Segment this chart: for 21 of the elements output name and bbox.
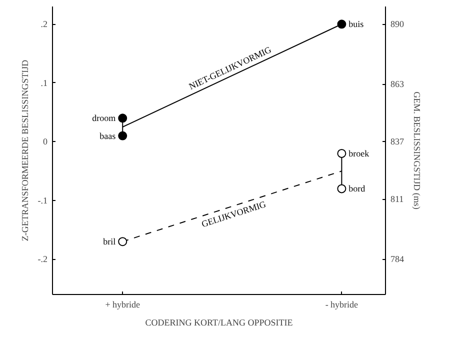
y2-tick-label: 811 xyxy=(390,194,404,204)
y-tick-label: -.1 xyxy=(38,195,48,206)
x-tick-label: + hybride xyxy=(105,300,140,310)
y2-tick-label: 890 xyxy=(390,19,404,30)
y2-tick-label: 784 xyxy=(390,254,404,264)
annotation: bord xyxy=(348,184,366,194)
annotation: buis xyxy=(348,19,364,30)
annotation: bril xyxy=(103,236,116,247)
y-axis-title: Z-GETRANSFORMEERDE BESLISSINGSTIJD xyxy=(20,59,30,242)
y-tick-label: 0 xyxy=(43,136,48,147)
annotation: broek xyxy=(348,148,370,158)
y2-tick-label: 863 xyxy=(390,79,404,90)
annotation: droom xyxy=(92,113,116,124)
y-tick-label: -.2 xyxy=(38,254,48,264)
y-tick-label: .1 xyxy=(40,78,48,88)
x-tick-label: - hybride xyxy=(325,300,358,310)
x-axis-title: CODERING KORT/LANG OPPOSITIE xyxy=(145,318,294,328)
y2-axis-title: GEM. BESLISSINGSTIJD (ms) xyxy=(412,92,422,210)
y2-tick-label: 837 xyxy=(390,136,404,147)
y-tick-label: .2 xyxy=(40,19,48,30)
annotation: baas xyxy=(100,130,116,141)
